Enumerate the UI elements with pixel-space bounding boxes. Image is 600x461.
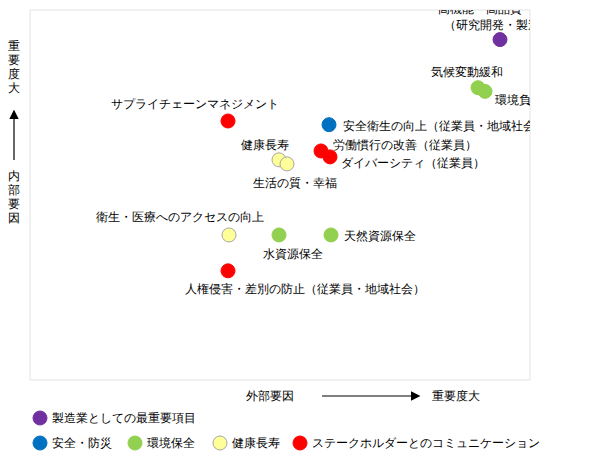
svg-text:大: 大	[8, 81, 20, 95]
svg-text:人権侵害・差別の防止（従業員・地域社会）: 人権侵害・差別の防止（従業員・地域社会）	[185, 282, 425, 296]
svg-text:要: 要	[8, 197, 20, 211]
svg-text:重要度大: 重要度大	[432, 389, 480, 403]
svg-text:サプライチェーンマネジメント: サプライチェーンマネジメント	[111, 97, 279, 111]
svg-text:外部要因: 外部要因	[246, 389, 294, 403]
svg-text:安全・防災: 安全・防災	[52, 436, 112, 450]
svg-text:重: 重	[8, 39, 20, 53]
svg-text:健康長寿: 健康長寿	[241, 138, 289, 152]
svg-text:天然資源保全: 天然資源保全	[344, 229, 416, 243]
svg-text:高機能・高品質・安定供給（研究開発・製造技術）: 高機能・高品質・安定供給（研究開発・製造技術）	[438, 10, 530, 32]
svg-text:ダイバーシティ（従業員）: ダイバーシティ（従業員）	[341, 156, 485, 170]
svg-text:要: 要	[8, 53, 20, 67]
svg-text:度: 度	[8, 67, 20, 81]
svg-text:安全衛生の向上（従業員・地域社会）: 安全衛生の向上（従業員・地域社会）	[343, 119, 530, 133]
svg-text:内: 内	[8, 169, 20, 183]
svg-text:労働慣行の改善（従業員）: 労働慣行の改善（従業員）	[333, 138, 477, 152]
svg-text:環境保全: 環境保全	[147, 436, 195, 450]
svg-text:気候変動緩和: 気候変動緩和	[431, 65, 503, 79]
svg-text:ステークホルダーとのコミュニケーション: ステークホルダーとのコミュニケーション	[312, 436, 540, 450]
svg-text:環境負荷低減: 環境負荷低減	[495, 93, 530, 107]
svg-text:衛生・医療へのアクセスの向上: 衛生・医療へのアクセスの向上	[96, 210, 264, 224]
svg-text:生活の質・幸福: 生活の質・幸福	[253, 176, 337, 190]
svg-text:因: 因	[8, 211, 20, 225]
svg-text:部: 部	[8, 183, 20, 197]
svg-text:製造業としての最重要項目: 製造業としての最重要項目	[52, 411, 196, 425]
svg-text:健康長寿: 健康長寿	[232, 436, 280, 450]
svg-text:水資源保全: 水資源保全	[263, 247, 323, 261]
